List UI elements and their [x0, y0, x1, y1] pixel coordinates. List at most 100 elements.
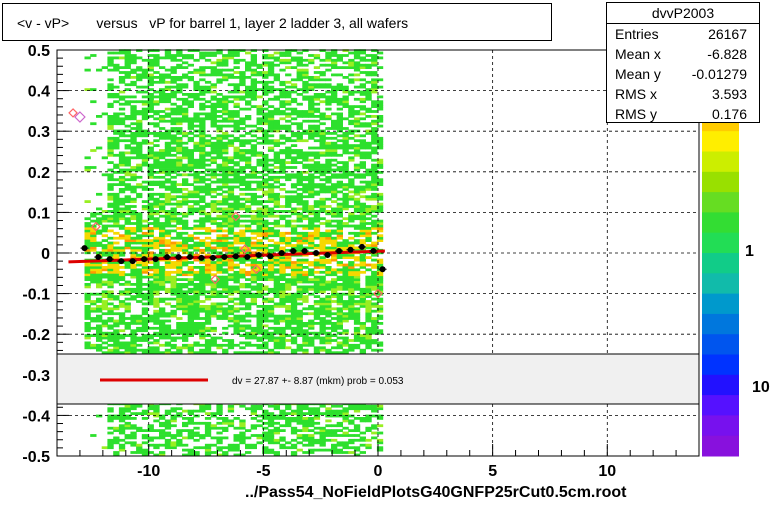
heatmap-cell: [222, 241, 229, 245]
heatmap-cell: [342, 446, 349, 450]
heatmap-cell: [216, 78, 223, 82]
heatmap-cell: [164, 119, 172, 123]
heatmap-cell: [222, 78, 229, 82]
heatmap-cell: [302, 214, 309, 218]
heatmap-cell: [176, 188, 183, 191]
heatmap-cell: [124, 129, 131, 133]
heatmap-cell: [348, 107, 355, 111]
heatmap-cell: [84, 312, 91, 316]
heatmap-cell: [187, 95, 194, 99]
heatmap-cell: [107, 124, 114, 128]
heatmap-cell: [164, 421, 172, 425]
heatmap-cell: [199, 207, 206, 211]
heatmap-cell: [239, 73, 246, 77]
heatmap-cell: [325, 307, 332, 311]
heatmap-cell: [187, 434, 194, 437]
heatmap-cell: [96, 219, 103, 223]
heatmap-cell: [319, 183, 326, 186]
heatmap-cell: [187, 261, 194, 264]
heatmap-cell: [101, 305, 108, 308]
heatmap-cell: [193, 117, 200, 121]
heatmap-cell: [313, 414, 321, 418]
heatmap-cell: [273, 280, 280, 284]
heatmap-cell: [216, 168, 223, 172]
heatmap-cell: [182, 66, 189, 69]
heatmap-cell: [336, 100, 343, 104]
heatmap-cell: [302, 339, 309, 342]
heatmap-cell: [187, 453, 194, 457]
heatmap-cell: [159, 307, 166, 311]
heatmap-cell: [262, 76, 269, 79]
heatmap-cell: [262, 234, 269, 238]
heatmap-cell: [348, 244, 355, 247]
heatmap-cell: [245, 141, 252, 145]
heatmap-cell: [153, 287, 160, 291]
heatmap-cell: [273, 73, 280, 77]
heatmap-cell: [273, 158, 280, 162]
heatmap-cell: [147, 107, 154, 111]
heatmap-cell: [204, 278, 212, 281]
heatmap-cell: [359, 219, 366, 223]
heatmap-cell: [193, 219, 200, 223]
heatmap-cell: [359, 417, 366, 420]
heatmap-cell: [285, 205, 292, 208]
heatmap-cell: [222, 149, 229, 152]
heatmap-cell: [325, 180, 332, 184]
heatmap-cell: [245, 351, 252, 355]
heatmap-cell: [302, 217, 309, 221]
heatmap-cell: [130, 346, 137, 350]
heatmap-cell: [336, 117, 343, 121]
heatmap-cell: [222, 314, 229, 318]
heatmap-cell: [365, 290, 372, 294]
heatmap-cell: [319, 329, 326, 333]
heatmap-cell: [256, 275, 263, 279]
heatmap-cell: [164, 214, 172, 218]
heatmap-cell: [267, 171, 275, 174]
heatmap-cell: [353, 429, 361, 432]
heatmap-cell: [313, 110, 321, 113]
heatmap-cell: [319, 200, 326, 203]
heatmap-cell: [285, 273, 292, 277]
heatmap-cell: [256, 244, 263, 247]
heatmap-cell: [170, 246, 177, 250]
heatmap-cell: [285, 241, 292, 245]
heatmap-cell: [153, 241, 160, 245]
heatmap-cell: [262, 161, 269, 164]
heatmap-cell: [290, 122, 298, 126]
heatmap-cell: [124, 100, 131, 104]
heatmap-cell: [290, 158, 298, 162]
heatmap-cell: [199, 132, 206, 135]
heatmap-cell: [101, 244, 108, 247]
heatmap-cell: [84, 268, 91, 272]
heatmap-cell: [164, 210, 172, 213]
heatmap-cell: [153, 239, 160, 242]
heatmap-cell: [147, 326, 154, 330]
heatmap-cell: [331, 173, 338, 177]
heatmap-cell: [262, 173, 269, 177]
heatmap-cell: [342, 141, 349, 145]
heatmap-cell: [308, 212, 315, 216]
heatmap-cell: [222, 239, 229, 242]
heatmap-cell: [273, 107, 280, 111]
heatmap-cell: [336, 412, 343, 415]
heatmap-cell: [325, 224, 332, 228]
heatmap-cell: [325, 78, 332, 82]
heatmap-cell: [331, 339, 338, 342]
heatmap-cell: [147, 153, 154, 157]
heatmap-cell: [107, 241, 114, 245]
heatmap-cell: [182, 132, 189, 135]
heatmap-cell: [141, 302, 149, 306]
heatmap-cell: [245, 324, 252, 328]
heatmap-cell: [325, 107, 332, 111]
heatmap-cell: [285, 173, 292, 177]
heatmap-cell: [348, 171, 355, 174]
heatmap-cell: [96, 314, 103, 318]
heatmap-cell: [250, 222, 257, 225]
heatmap-cell: [107, 88, 114, 91]
heatmap-cell: [141, 287, 149, 291]
heatmap-cell: [267, 56, 275, 60]
heatmap-cell: [285, 100, 292, 104]
heatmap-cell: [325, 336, 332, 340]
heatmap-cell: [279, 446, 286, 450]
heatmap-cell: [216, 163, 223, 167]
